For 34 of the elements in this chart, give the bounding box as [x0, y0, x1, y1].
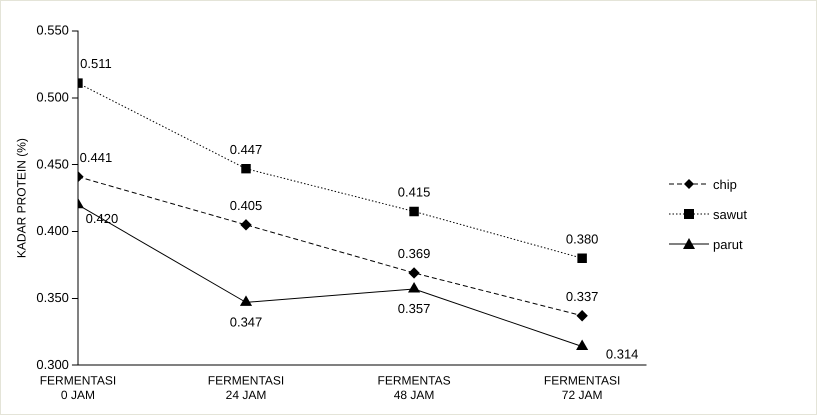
point [408, 282, 420, 293]
y-tick-label: 0.350 [36, 290, 69, 305]
point [240, 296, 252, 306]
y-tick-label: 0.500 [36, 89, 69, 104]
x-tick-label: FERMENTAS 48 JAM [378, 374, 451, 402]
point [577, 254, 587, 263]
y-tick-label: 0.450 [36, 156, 69, 172]
data-label: 0.314 [606, 346, 638, 362]
data-label: 0.357 [398, 301, 430, 316]
data-label: 0.511 [80, 56, 112, 72]
data-label: 0.447 [230, 142, 262, 157]
data-label: 0.415 [398, 184, 430, 200]
point [576, 340, 588, 350]
x-tick-label: FERMENTASI 24 JAM [208, 374, 284, 402]
data-label: 0.441 [80, 150, 112, 165]
point [409, 206, 419, 216]
data-label: 0.347 [230, 314, 262, 330]
data-label: 0.405 [230, 198, 262, 213]
x-tick-label: FERMENTASI 72 JAM [544, 374, 620, 402]
y-tick-label: 0.300 [36, 356, 69, 372]
data-label: 0.337 [566, 288, 598, 304]
y-axis-title: KADAR PROTEIN (%) [14, 138, 29, 258]
y-tick-label: 0.400 [36, 223, 69, 238]
data-label: 0.380 [566, 231, 598, 246]
legend-label: chip [713, 176, 737, 192]
data-label: 0.369 [398, 246, 430, 262]
x-tick-label: FERMENTASI 0 JAM [40, 374, 116, 402]
point [408, 267, 420, 278]
legend-label: parut [713, 236, 743, 252]
point [241, 164, 251, 174]
point [576, 310, 588, 322]
point [240, 219, 252, 230]
y-tick-label: 0.550 [36, 22, 69, 38]
legend-label: sawut [713, 206, 747, 222]
